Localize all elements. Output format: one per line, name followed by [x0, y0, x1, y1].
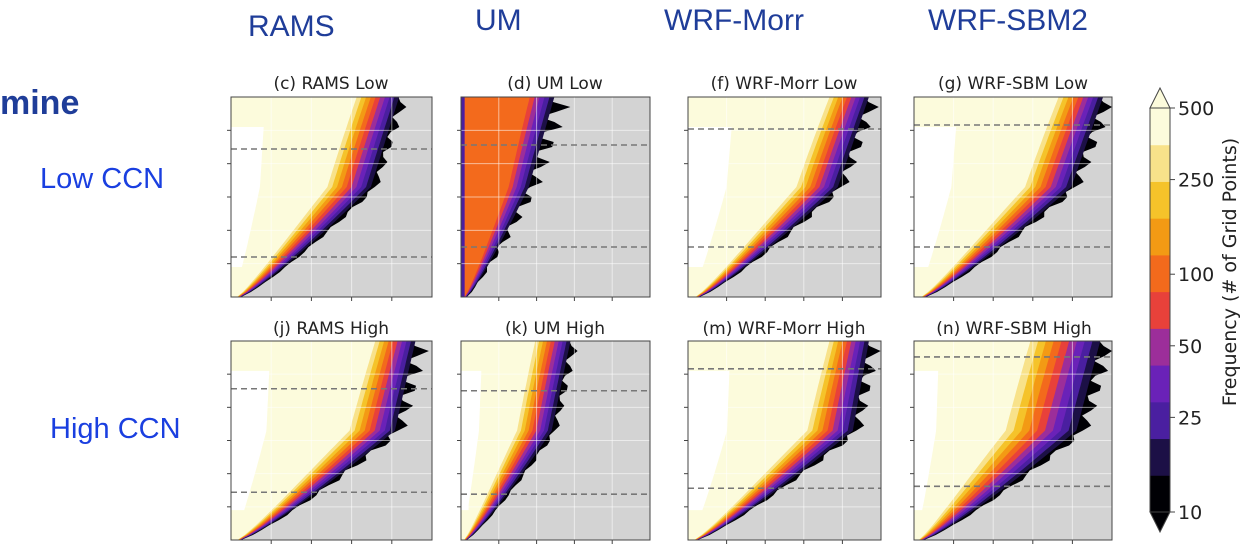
- colorbar-tick-label: 500: [1178, 98, 1214, 120]
- colorbar-extend-min: [1149, 511, 1171, 534]
- colorbar-tick-label: 25: [1178, 407, 1202, 429]
- colorbar-tick-label: 50: [1178, 336, 1202, 358]
- colorbar-tick-label: 250: [1178, 170, 1214, 192]
- colorbar-segment: [1150, 108, 1170, 146]
- colorbar-tick-label: 10: [1178, 502, 1202, 524]
- colorbar-segment: [1150, 291, 1170, 329]
- panels-group: [227, 96, 1113, 544]
- colorbar-segment: [1150, 144, 1170, 182]
- colorbar-segment: [1150, 328, 1170, 366]
- panel-title-um-low: (d) UM Low: [507, 74, 603, 94]
- partial-heading-text: mine: [0, 84, 80, 122]
- colorbar-segment: [1150, 218, 1170, 256]
- colorbar-segment: [1150, 181, 1170, 219]
- panel-wrf-morr-low: [684, 96, 882, 301]
- colorbar-label: Frequency (# of Grid Points): [1219, 138, 1241, 406]
- colorbar-segment: [1150, 254, 1170, 293]
- panel-wrf-morr-high: [684, 340, 882, 544]
- panel-title-wrf-morr-low: (f) WRF-Morr Low: [710, 74, 858, 94]
- colorbar-segment: [1150, 475, 1170, 513]
- panel-title-rams-low: (c) RAMS Low: [273, 74, 389, 94]
- panel-rams-low: [227, 96, 433, 301]
- colorbar-tick-label: 100: [1178, 264, 1214, 286]
- colorbar-segment: [1150, 401, 1170, 440]
- panel-rams-high: [227, 340, 433, 544]
- column-header-rams: RAMS: [248, 10, 335, 43]
- colorbar-extend-max: [1149, 86, 1171, 109]
- colorbar-frame: [1149, 107, 1171, 513]
- panel-title-wrf-morr-high: (m) WRF-Morr High: [702, 319, 866, 339]
- colorbar-segment: [1150, 365, 1170, 403]
- column-header-wrf-sbm2: WRF-SBM2: [928, 4, 1088, 37]
- colorbar: 10 25 50 100 250 500: [1149, 86, 1214, 534]
- panel-title-rams-high: (j) RAMS High: [272, 319, 390, 339]
- panel-title-um-high: (k) UM High: [504, 319, 606, 339]
- panel-um-high: [457, 340, 651, 544]
- column-header-um: UM: [475, 4, 522, 37]
- row-header-low-ccn: Low CCN: [40, 163, 165, 195]
- panel-um-low: [457, 96, 651, 301]
- colorbar-segment: [1150, 438, 1170, 476]
- row-header-high-ccn: High CCN: [50, 413, 181, 445]
- column-header-wrf-morr: WRF-Morr: [664, 4, 804, 37]
- panel-title-wrf-sbm-low: (g) WRF-SBM Low: [938, 74, 1088, 94]
- panel-wrf-sbm-low: [910, 96, 1113, 301]
- panel-title-wrf-sbm-high: (n) WRF-SBM High: [936, 319, 1092, 339]
- panel-wrf-sbm-high: [910, 340, 1113, 544]
